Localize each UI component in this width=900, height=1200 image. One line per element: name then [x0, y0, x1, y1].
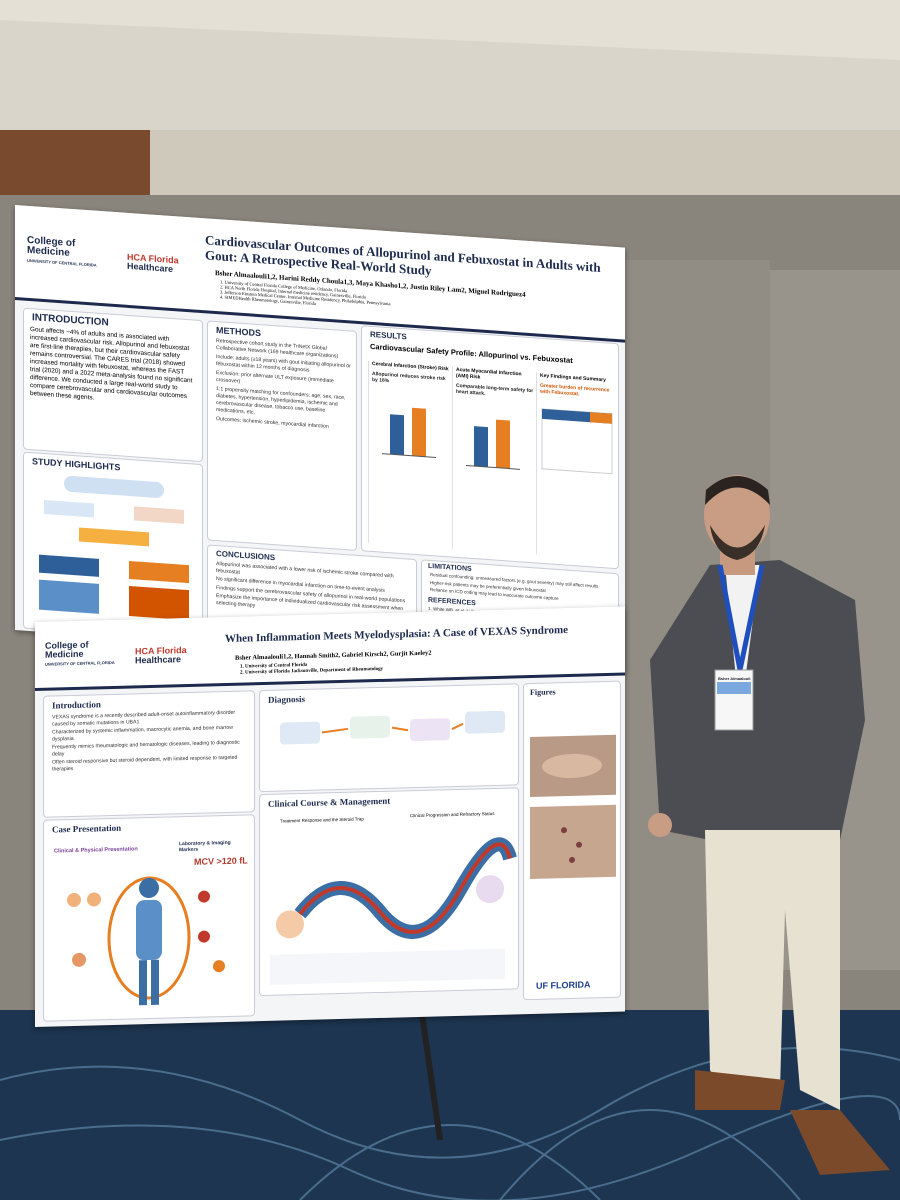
panel-label: Clinical Progression and Refractory Stat…	[410, 810, 495, 819]
intro-item: Often steroid responsive but steroid dep…	[52, 754, 250, 772]
section-text: Gout affects ~4% of adults and is associ…	[30, 326, 193, 402]
badge-name: Bsher Almaalouli	[718, 676, 751, 681]
figure-photos	[530, 734, 616, 880]
logo-ucf: College of Medicine UNIVERSITY OF CENTRA…	[27, 235, 97, 271]
methods-box: METHODS Retrospective cohort study in th…	[207, 320, 357, 551]
course-illustration	[270, 837, 517, 985]
panel-graphic	[541, 408, 613, 475]
results-box: RESULTS Cardiovascular Safety Profile: A…	[361, 325, 619, 570]
logo-text: UNIVERSITY OF CENTRAL FLORIDA	[45, 659, 115, 667]
results-panels: Cerebral Infarction (Stroke) Risk Allopur…	[362, 350, 618, 561]
methods-list: Retrospective cohort study in the TriNet…	[208, 337, 356, 432]
flowchart	[39, 475, 189, 621]
introduction-list: VEXAS syndrome is a recently described a…	[44, 709, 254, 772]
logo-hca: HCA Florida Healthcare	[135, 645, 187, 666]
panel-label: Clinical & Physical Presentation	[54, 846, 138, 855]
diagnosis-illustration	[280, 710, 505, 745]
panel-graphic	[382, 407, 436, 458]
results-panel: Acute Myocardial Infarction (AMI) Risk Co…	[452, 366, 534, 555]
panel-title: Cerebral Infarction (Stroke) Risk	[372, 360, 449, 373]
section-heading: Case Presentation	[52, 822, 122, 835]
poster-top: College of Medicine UNIVERSITY OF CENTRA…	[15, 205, 625, 673]
results-panel: Key Findings and Summary Greater burden o…	[536, 372, 618, 561]
logo-hca: HCA Florida Healthcare	[127, 252, 179, 275]
panel-label: Laboratory & Imaging Markers	[179, 839, 231, 854]
section-heading: Clinical Course & Management	[268, 795, 391, 809]
case-box: Case Presentation Clinical & Physical Pr…	[43, 814, 255, 1022]
case-illustration	[67, 876, 225, 1006]
panel-title: Key Findings and Summary	[540, 372, 606, 384]
figures-box: Figures UF FLORIDA	[523, 680, 621, 1001]
introduction-box: Introduction VEXAS syndrome is a recentl…	[43, 690, 255, 818]
poster-bottom: College of Medicine UNIVERSITY OF CENTRA…	[35, 606, 625, 1027]
panel-title: Acute Myocardial Infarction (AMI) Risk	[456, 366, 522, 381]
highlights-box: STUDY HIGHLIGHTS	[23, 451, 203, 642]
uf-logo: UF FLORIDA	[536, 979, 591, 991]
presenter	[648, 475, 890, 1175]
results-panel: Cerebral Infarction (Stroke) Risk Allopur…	[368, 360, 450, 549]
course-box: Clinical Course & Management Treatment R…	[259, 787, 519, 997]
panel-graphic	[466, 419, 520, 470]
logo-text: Healthcare	[135, 654, 182, 666]
logo-ucf: College of Medicine UNIVERSITY OF CENTRA…	[45, 640, 115, 669]
diagnosis-box: Diagnosis	[259, 683, 519, 793]
introduction-box: INTRODUCTION Gout affects ~4% of adults …	[23, 307, 203, 463]
